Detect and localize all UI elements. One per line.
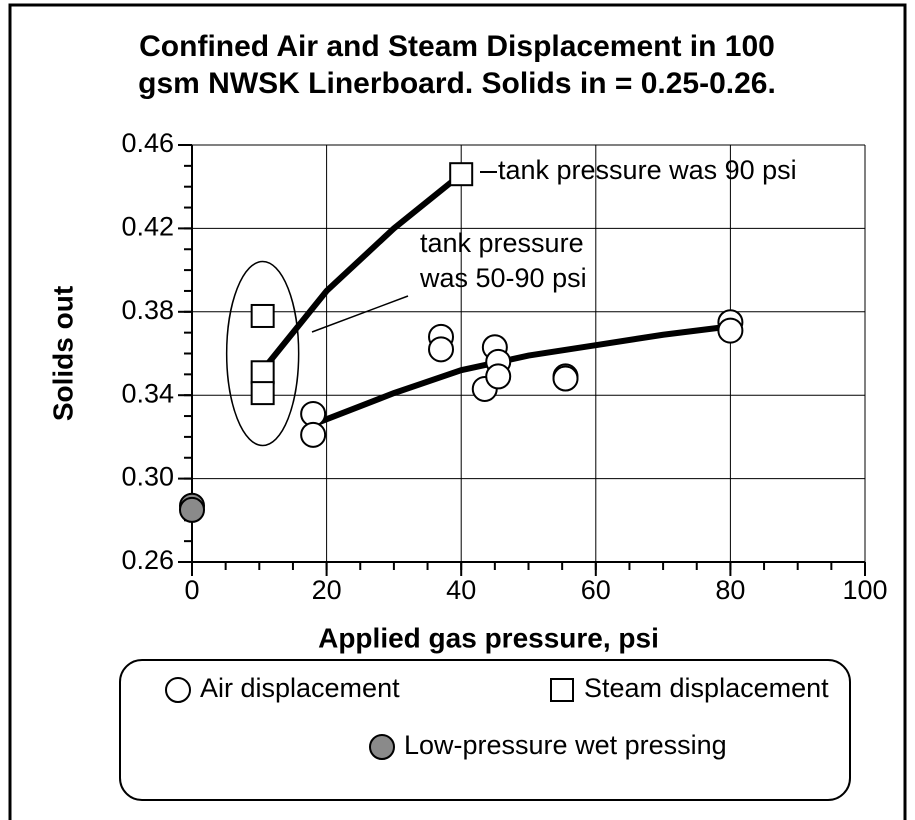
highlight-ellipse	[225, 260, 300, 447]
legend-marker	[165, 677, 191, 703]
square-marker	[449, 162, 474, 187]
circle-marker	[428, 336, 455, 363]
square-marker	[250, 360, 275, 385]
square-marker	[250, 381, 275, 406]
x-axis-label: Applied gas pressure, psi	[318, 622, 659, 653]
x-tick-label: 0	[184, 575, 199, 605]
x-tick-label: 80	[715, 575, 745, 605]
annotation: tank pressure	[420, 228, 584, 258]
circle-marker	[179, 496, 205, 523]
x-tick-label: 60	[581, 575, 611, 605]
y-axis-label: Solids out	[47, 286, 78, 421]
square-marker	[250, 303, 275, 328]
x-tick-label: 100	[842, 575, 887, 605]
legend-label: Air displacement	[200, 673, 400, 703]
annotation: was 50-90 psi	[419, 263, 587, 293]
legend-label: Low-pressure wet pressing	[404, 730, 727, 760]
fit-line	[310, 323, 734, 428]
x-tick-label: 20	[312, 575, 342, 605]
legend-marker	[550, 678, 574, 702]
y-tick-label: 0.34	[121, 378, 174, 408]
fit-line	[259, 171, 465, 374]
legend-marker	[369, 734, 395, 760]
y-tick-label: 0.38	[121, 295, 174, 325]
legend-box	[119, 659, 851, 801]
y-tick-label: 0.46	[121, 128, 174, 158]
y-tick-label: 0.26	[121, 545, 174, 575]
y-tick-label: 0.42	[121, 212, 174, 242]
circle-marker	[717, 317, 744, 344]
legend-label: Steam displacement	[584, 673, 829, 703]
circle-marker	[485, 363, 512, 390]
y-tick-label: 0.30	[121, 462, 174, 492]
chart-title: Confined Air and Steam Displacement in 1…	[138, 30, 776, 100]
annotation-leader	[311, 295, 409, 333]
frame	[8, 3, 907, 820]
circle-marker	[300, 421, 327, 448]
annotation: tank pressure was 90 psi	[498, 155, 797, 185]
x-tick-label: 40	[446, 575, 476, 605]
circle-marker	[552, 365, 579, 392]
